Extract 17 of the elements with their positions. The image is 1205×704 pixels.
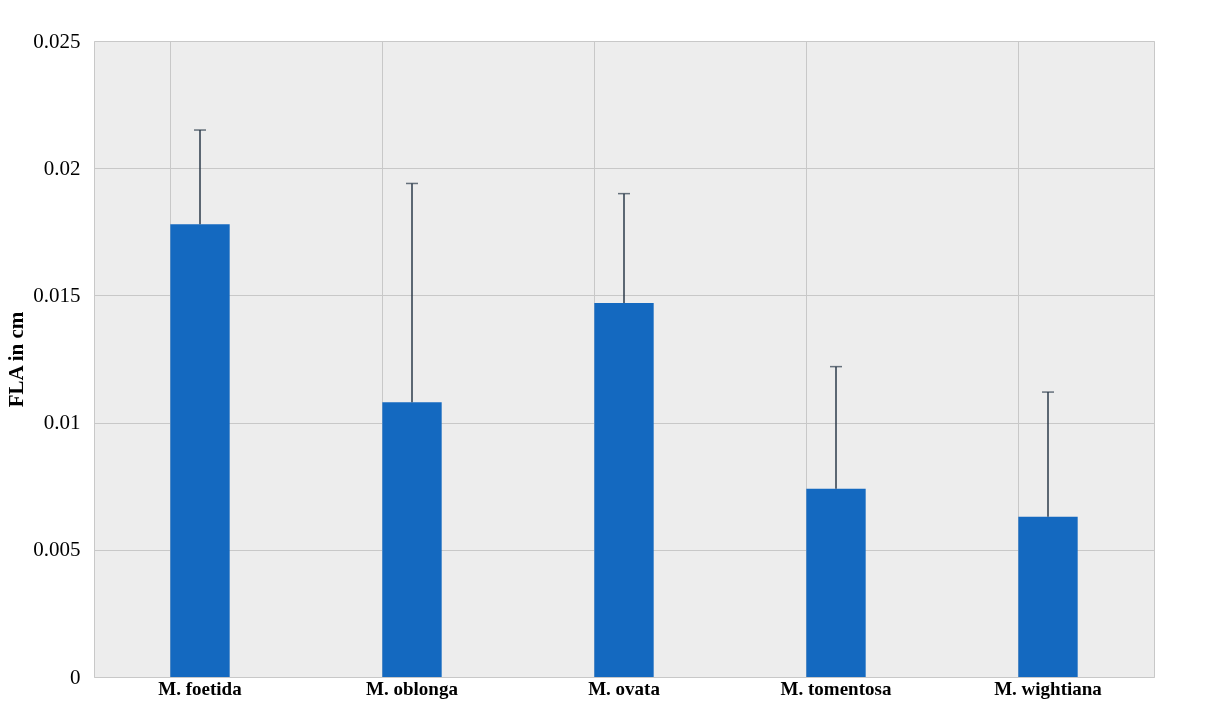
bar [1018, 516, 1078, 677]
bar [382, 402, 442, 677]
y-tick-label: 0.02 [43, 155, 81, 180]
bar [170, 224, 230, 677]
y-tick-label: 0 [70, 664, 81, 689]
y-tick-label: 0.01 [43, 410, 81, 435]
x-tick-label: M. ovata [588, 677, 661, 699]
bar [806, 488, 866, 677]
bar [594, 303, 654, 677]
y-tick-label: 0.015 [33, 282, 81, 307]
x-tick-label: M. foetida [158, 677, 243, 699]
x-tick-label: M. wightiana [994, 677, 1103, 699]
x-tick-label: M. tomentosa [780, 677, 892, 699]
y-axis-title: FLA in cm [4, 311, 29, 408]
x-tick-label: M. oblonga [366, 677, 459, 699]
y-tick-label: 0.025 [33, 28, 81, 53]
y-tick-label: 0.005 [33, 537, 81, 562]
